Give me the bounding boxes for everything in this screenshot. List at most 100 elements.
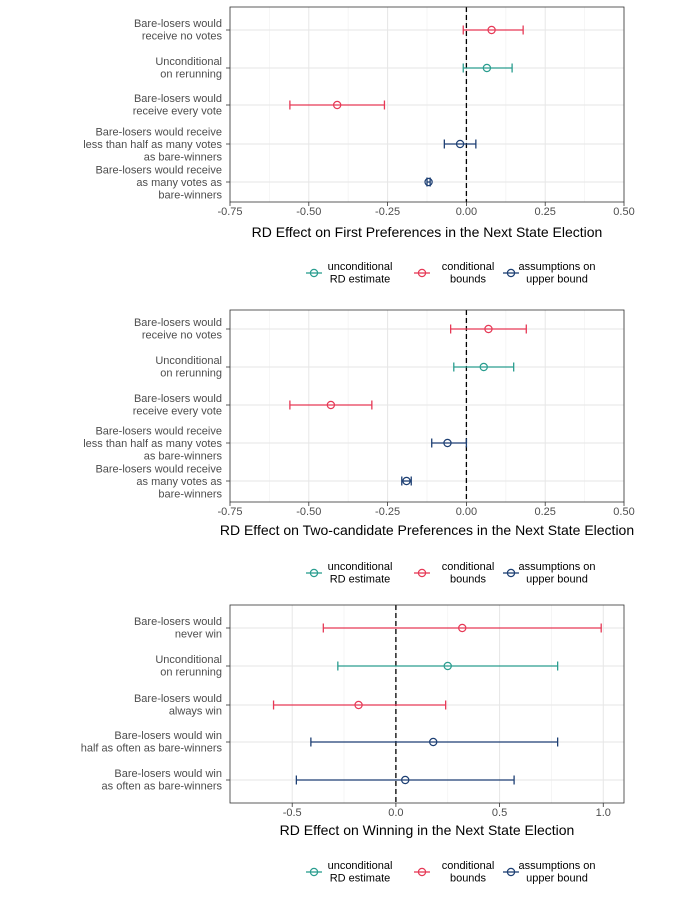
panel-border <box>229 604 625 804</box>
errorbar-assumptions <box>401 476 412 486</box>
category-label-line: Bare-losers would <box>134 693 222 705</box>
point-estimate <box>402 476 411 486</box>
category-label-line: Bare-losers would <box>134 18 222 30</box>
category-label: Bare-losers would receive as many votes a… <box>95 464 222 501</box>
errorbar-unconditional <box>462 63 513 73</box>
point-estimate <box>354 700 363 710</box>
x-tick-label: -0.5 <box>283 807 302 819</box>
x-tick-label: 0.50 <box>613 206 634 218</box>
x-tick-label: 0.25 <box>534 206 555 218</box>
legend-label-line: bounds <box>450 873 487 885</box>
category-label-line: as bare-winners <box>144 152 223 164</box>
point-estimate <box>443 438 452 448</box>
point-estimate <box>479 362 488 372</box>
legend-label-line: bounds <box>450 274 487 286</box>
category-label-line: Bare-losers would win <box>114 768 222 780</box>
legend-label-line: RD estimate <box>330 574 391 586</box>
category-label: Bare-losers would receive every vote <box>133 393 222 418</box>
panel-border <box>229 6 625 203</box>
legend-item-assumptions: assumptions on upper bound <box>503 561 596 586</box>
category-label-line: Unconditional <box>155 654 222 666</box>
category-label-line: half as often as bare-winners <box>81 742 223 754</box>
point-estimate <box>482 63 492 73</box>
legend-label: conditional bounds <box>442 561 495 586</box>
legend-key-circle <box>417 568 427 578</box>
x-tick-label: 0.00 <box>456 206 477 218</box>
point-estimate <box>455 139 465 149</box>
category-label-line: Bare-losers would receive <box>95 127 222 139</box>
category-label-line: as many votes as <box>136 177 222 189</box>
category-label-line: Bare-losers would receive <box>95 426 222 438</box>
category-label-line: Bare-losers would win <box>114 730 222 742</box>
legend-key-circle <box>309 268 319 278</box>
category-label-line: Bare-losers would <box>134 616 222 628</box>
legend-item-conditional: conditional bounds <box>414 261 494 286</box>
errorbar-conditional <box>272 700 447 710</box>
category-label: Bare-losers would win as often as bare-wi… <box>102 768 223 793</box>
legend-item-assumptions: assumptions on upper bound <box>503 261 596 286</box>
category-label-line: bare-winners <box>158 190 222 202</box>
errorbar-conditional <box>289 400 373 410</box>
category-label-line: Bare-losers would receive <box>95 165 222 177</box>
point-estimate <box>424 177 433 187</box>
x-tick-label: -0.75 <box>217 506 242 518</box>
legend-label-line: RD estimate <box>330 274 391 286</box>
category-label: Unconditional on rerunning <box>155 654 222 679</box>
category-label-line: Bare-losers would <box>134 317 222 329</box>
legend-label-line: conditional <box>442 860 495 872</box>
x-tick-label: 0.00 <box>456 506 477 518</box>
category-label-line: Unconditional <box>155 56 222 68</box>
point-estimate <box>487 25 496 35</box>
category-label-line: always win <box>169 705 222 717</box>
legend-item-unconditional: unconditional RD estimate <box>306 860 392 885</box>
legend-label-line: assumptions on <box>518 561 595 573</box>
legend-item-unconditional: unconditional RD estimate <box>306 561 392 586</box>
x-tick-label: -0.50 <box>296 506 321 518</box>
category-label: Bare-losers would receive no votes <box>134 18 223 43</box>
category-label: Bare-losers would receive less than half … <box>83 426 222 463</box>
legend-label-line: unconditional <box>328 860 393 872</box>
category-label: Bare-losers would receive less than half … <box>83 127 222 164</box>
errorbar-assumptions <box>431 438 468 448</box>
errorbar-conditional <box>289 100 386 110</box>
errorbar-assumptions <box>443 139 477 149</box>
point-estimate <box>326 400 336 410</box>
category-label: Unconditional on rerunning <box>155 56 222 81</box>
category-label-line: less than half as many votes <box>83 438 222 450</box>
category-label: Bare-losers would receive every vote <box>133 93 222 118</box>
legend-label: assumptions on upper bound <box>518 561 595 586</box>
category-label-line: never win <box>175 628 222 640</box>
x-tick-label: 0.0 <box>388 807 403 819</box>
category-label: Bare-losers would win half as often as ba… <box>81 730 223 755</box>
legend-label: unconditional RD estimate <box>328 561 393 586</box>
category-label-line: less than half as many votes <box>83 139 222 151</box>
category-label-line: Bare-losers would <box>134 393 222 405</box>
legend-item-conditional: conditional bounds <box>414 860 494 885</box>
point-estimate <box>401 775 410 785</box>
point-estimate <box>332 100 342 110</box>
errorbar-assumptions <box>310 737 559 747</box>
point-estimate <box>458 623 467 633</box>
legend-key-circle <box>309 568 319 578</box>
legend-key-circle <box>309 867 319 877</box>
legend-key-circle <box>506 867 516 877</box>
legend-label-line: upper bound <box>526 873 588 885</box>
category-label: Unconditional on rerunning <box>155 355 222 380</box>
category-label-line: Unconditional <box>155 355 222 367</box>
legend-label: unconditional RD estimate <box>328 261 393 286</box>
errorbar-unconditional <box>453 362 515 372</box>
category-label: Bare-losers would never win <box>134 616 222 641</box>
point-estimate <box>443 661 452 671</box>
x-tick-label: -0.75 <box>217 206 242 218</box>
category-label: Bare-losers would always win <box>134 693 222 718</box>
legend: unconditional RD estimate conditional bound… <box>306 561 596 586</box>
legend-label-line: assumptions on <box>518 860 595 872</box>
x-tick-label: -0.25 <box>375 206 400 218</box>
errorbar-assumptions <box>295 775 515 785</box>
panel-border <box>229 309 625 503</box>
x-tick-label: 1.0 <box>596 807 611 819</box>
category-label-line: receive every vote <box>133 105 222 117</box>
category-label-line: Bare-losers would receive <box>95 464 222 476</box>
